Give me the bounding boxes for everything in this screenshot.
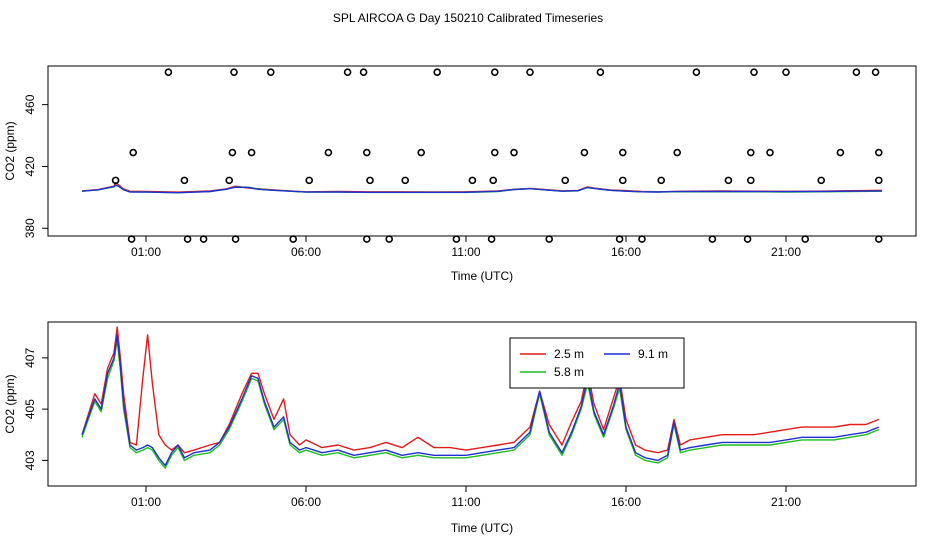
data-point [874, 176, 883, 185]
x-tick-label: 21:00 [771, 495, 801, 509]
data-point [452, 235, 461, 243]
data-point [199, 235, 208, 243]
data-point [266, 68, 275, 76]
top-panel-co2-scatter: 01:00 06:00 11:00 16:00 21:00 380 420 460 Time (… [3, 65, 917, 283]
bottom-panel-co2-timeseries: 01:00 06:00 11:00 16:00 21:00 403 405 407 Time (… [3, 321, 917, 535]
x-tick-label: 21:00 [771, 245, 801, 259]
data-point [362, 235, 371, 243]
x-tick-label: 11:00 [451, 495, 480, 509]
data-point [289, 235, 298, 243]
y-axis-label: CO2 (ppm) [3, 374, 17, 433]
y-tick-label: 420 [23, 156, 37, 176]
x-tick-label: 06:00 [291, 495, 321, 509]
series-line-91m [81, 334, 880, 467]
x-tick-label: 06:00 [291, 245, 321, 259]
data-point [766, 148, 774, 157]
data-point [490, 68, 499, 76]
x-tick-label: 01:00 [131, 245, 161, 259]
data-point [231, 235, 240, 243]
data-point [247, 148, 256, 157]
data-point [871, 68, 880, 76]
data-point [417, 148, 426, 157]
data-point [817, 176, 826, 185]
legend-box [509, 337, 685, 389]
data-point [468, 176, 477, 185]
plot-frame [47, 321, 917, 487]
data-point [510, 148, 518, 157]
data-point [526, 68, 534, 76]
data-point [164, 68, 173, 76]
data-point [401, 176, 410, 185]
data-point [874, 148, 883, 157]
data-point [743, 235, 752, 243]
data-point [433, 68, 442, 76]
data-point [801, 235, 810, 243]
data-point [692, 68, 701, 76]
data-point [228, 148, 237, 157]
plot-frame [47, 65, 917, 237]
data-point [230, 68, 238, 76]
y-tick-label: 460 [23, 94, 37, 114]
data-point [362, 148, 371, 157]
data-point [183, 235, 192, 243]
data-point [596, 68, 605, 76]
data-point [618, 176, 627, 185]
data-point [746, 148, 755, 157]
data-point [343, 68, 352, 76]
data-point [127, 235, 136, 243]
legend-label: 5.8 m [554, 365, 584, 379]
y-tick-label: 403 [23, 450, 37, 470]
data-point [782, 68, 790, 76]
data-point [561, 176, 570, 185]
data-point [874, 235, 883, 243]
data-point [180, 176, 189, 185]
y-tick-label: 380 [23, 218, 37, 238]
data-point [580, 148, 589, 157]
data-point [746, 176, 755, 185]
series-line-25m [81, 326, 880, 454]
legend-label: 2.5 m [554, 347, 584, 361]
legend-label: 9.1 m [638, 347, 668, 361]
x-axis-label: Time (UTC) [451, 269, 513, 283]
data-point [385, 235, 394, 243]
x-tick-label: 11:00 [451, 245, 480, 259]
data-point [750, 68, 758, 76]
data-point [618, 148, 627, 157]
data-point [615, 235, 624, 243]
x-tick-label: 16:00 [611, 245, 641, 259]
data-point [852, 68, 861, 76]
data-point [657, 176, 666, 185]
data-point [545, 235, 554, 243]
data-point [708, 235, 717, 243]
data-point [836, 148, 845, 157]
data-point [638, 235, 646, 243]
data-point [490, 148, 499, 157]
data-point [111, 176, 120, 185]
x-tick-label: 01:00 [131, 495, 161, 509]
data-point [487, 235, 496, 243]
data-point [324, 148, 333, 157]
x-tick-label: 16:00 [611, 495, 641, 509]
data-point [489, 176, 498, 185]
legend: 2.5 m 9.1 m 5.8 m [509, 337, 685, 389]
plot-area [81, 326, 880, 469]
plot-area [81, 181, 883, 194]
series-line-91m [81, 184, 883, 194]
series-line-58m [81, 339, 880, 469]
series-line-25m [81, 181, 883, 193]
data-point [129, 148, 137, 157]
data-point [359, 68, 368, 76]
data-point [673, 148, 682, 157]
y-tick-label: 405 [23, 399, 37, 419]
data-point [305, 176, 314, 185]
x-axis-label: Time (UTC) [451, 521, 513, 535]
y-tick-label: 407 [23, 348, 37, 368]
figure-title: SPL AIRCOA G Day 150210 Calibrated Times… [333, 11, 603, 25]
data-point [724, 176, 733, 185]
y-axis-label: CO2 (ppm) [3, 121, 17, 180]
data-point [225, 176, 233, 185]
data-point [366, 176, 374, 185]
